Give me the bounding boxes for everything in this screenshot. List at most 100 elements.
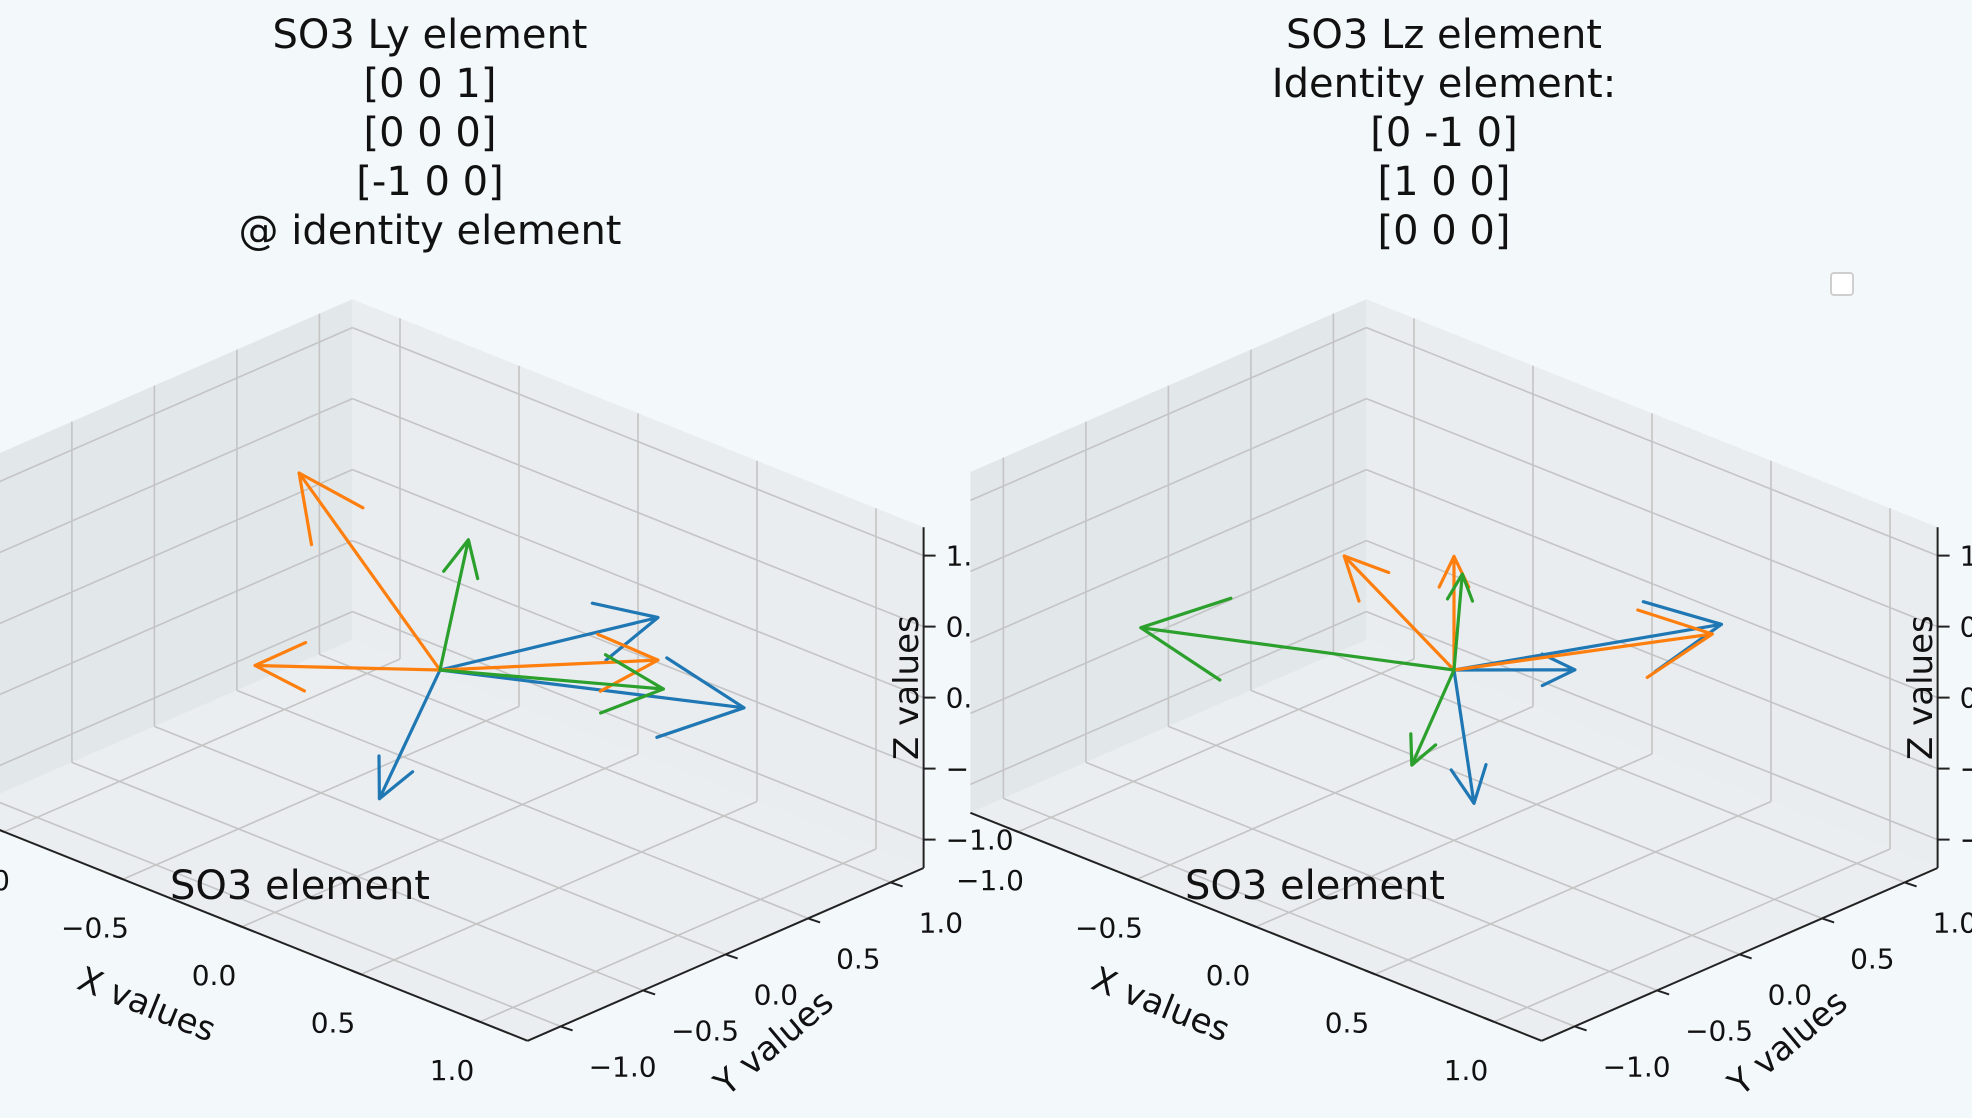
y-tick-label: −1.0 [589, 1050, 657, 1083]
z-axis-label: Z values [887, 615, 927, 760]
y-tick-label: 0.0 [754, 978, 799, 1011]
y-tick [642, 989, 656, 996]
x-tick [112, 874, 124, 881]
green-vector-arrow [1445, 572, 1475, 672]
subplot-ly: −1.0−1.0−1.0−0.5−0.5−0.50.00.00.00.50.50… [0, 12, 1014, 1105]
z-tick-label: 0.0 [1960, 682, 1972, 715]
grid-line [1366, 468, 1938, 699]
x-tick-label: 1.0 [1444, 1054, 1489, 1087]
title-line: [0 -1 0] [1370, 110, 1517, 156]
title-line: [0 0 0] [364, 110, 497, 156]
annotation-text: SO3 element [1185, 863, 1445, 909]
y-tick-label: 1.0 [919, 906, 964, 939]
x-tick [1126, 874, 1138, 881]
x-tick-label: 1.0 [430, 1054, 475, 1087]
orange-vector-arrow [297, 471, 442, 672]
blue-vector-arrow [377, 668, 442, 801]
grid-line [352, 468, 924, 699]
grid-line [154, 725, 726, 956]
title-line: [0 0 0] [1378, 208, 1511, 254]
grid-line [1168, 725, 1740, 956]
y-tick-label: −0.5 [1685, 1014, 1753, 1047]
z-tick-label: −1.0 [946, 824, 1014, 857]
x-tick [1245, 921, 1257, 928]
grid-line [970, 326, 1367, 502]
x-tick-label: −0.5 [61, 911, 129, 944]
orange-vector-arrow [1342, 554, 1456, 672]
title-line: [0 0 1] [364, 61, 497, 107]
orange-vector-arrow [253, 641, 442, 693]
grid-line [0, 468, 353, 625]
z-axis-label: Z values [1901, 615, 1941, 760]
grid-line [1366, 326, 1938, 557]
y-tick [1904, 881, 1917, 888]
green-vector-arrow [1409, 668, 1456, 767]
grid-line [360, 800, 758, 976]
green-vector-arrow [438, 538, 480, 672]
grid-line [352, 326, 924, 557]
y-tick-label: 1.0 [1933, 906, 1972, 939]
blue-vector-arrow [438, 656, 746, 739]
x-tick [1364, 969, 1376, 976]
y-tick [807, 917, 821, 924]
title-line: @ identity element [239, 208, 622, 254]
x-tick-label: −1.0 [0, 864, 10, 897]
green-vector-arrow [1139, 596, 1456, 682]
grid-line [1333, 653, 1905, 884]
grid-line [970, 468, 1367, 644]
title-line: [-1 0 0] [356, 159, 503, 205]
x-tick [1007, 826, 1019, 833]
y-tick-label: −0.5 [671, 1014, 739, 1047]
grid-line [1250, 689, 1823, 920]
orange-vector-arrow [1452, 608, 1714, 679]
y-tick-label: 0.5 [836, 942, 881, 975]
y-tick [1739, 953, 1752, 960]
y-tick-label: −1.0 [1603, 1050, 1671, 1083]
grid-line [352, 397, 924, 628]
y-tick [1574, 1025, 1587, 1032]
grid-line [236, 689, 809, 920]
x-tick-label: 0.5 [1325, 1006, 1370, 1039]
y-tick-label: 0.5 [1850, 942, 1895, 975]
grid-line [319, 653, 891, 884]
z-tick-label: 0.5 [1960, 611, 1972, 644]
grid-line [1366, 397, 1938, 628]
green-vector-arrow [438, 653, 665, 715]
grid-line [0, 397, 353, 554]
grid-line [970, 397, 1367, 573]
title-line: [1 0 0] [1378, 159, 1511, 205]
title-line: Identity element: [1272, 61, 1616, 107]
z-tick-label: −0.5 [1960, 753, 1972, 786]
x-tick-label: −1.0 [956, 864, 1024, 897]
z-tick-label: −1.0 [1960, 824, 1972, 857]
grid-line [479, 848, 877, 1023]
y-tick [1656, 989, 1670, 996]
x-tick [231, 921, 243, 928]
annotation-text: SO3 element [170, 863, 430, 909]
z-tick-label: 1.0 [1960, 540, 1972, 573]
subplot-lz: −1.0 −1.0 −1.0 −0.5 −0.5 −0.5 0.0 0.0 0.0 0.5 0.5 0… [956, 12, 1972, 1105]
x-axis-line [0, 829, 528, 1042]
blue-vector-arrow [1449, 668, 1488, 805]
y-tick [890, 881, 903, 888]
y-tick [1821, 917, 1835, 924]
x-tick [469, 1016, 481, 1023]
x-tick-label: 0.0 [192, 959, 237, 992]
orange-vector-arrow [438, 632, 660, 693]
x-tick [1483, 1016, 1495, 1023]
y-tick-label: 0.0 [1768, 978, 1813, 1011]
legend-box [1830, 272, 1854, 296]
x-tick-label: 0.0 [1206, 959, 1251, 992]
grid-line [0, 326, 353, 483]
y-tick [560, 1025, 573, 1032]
x-axis-line [970, 811, 1542, 1042]
x-tick-label: −0.5 [1075, 911, 1143, 944]
grid-line [1374, 800, 1772, 976]
x-tick [350, 969, 362, 976]
grid-line [1493, 848, 1891, 1023]
x-tick-label: 0.5 [311, 1006, 356, 1039]
y-tick [725, 953, 738, 960]
title-line: SO3 Lz element [1286, 12, 1602, 58]
x-tick [0, 829, 5, 833]
blue-vector-arrow [1452, 652, 1577, 688]
